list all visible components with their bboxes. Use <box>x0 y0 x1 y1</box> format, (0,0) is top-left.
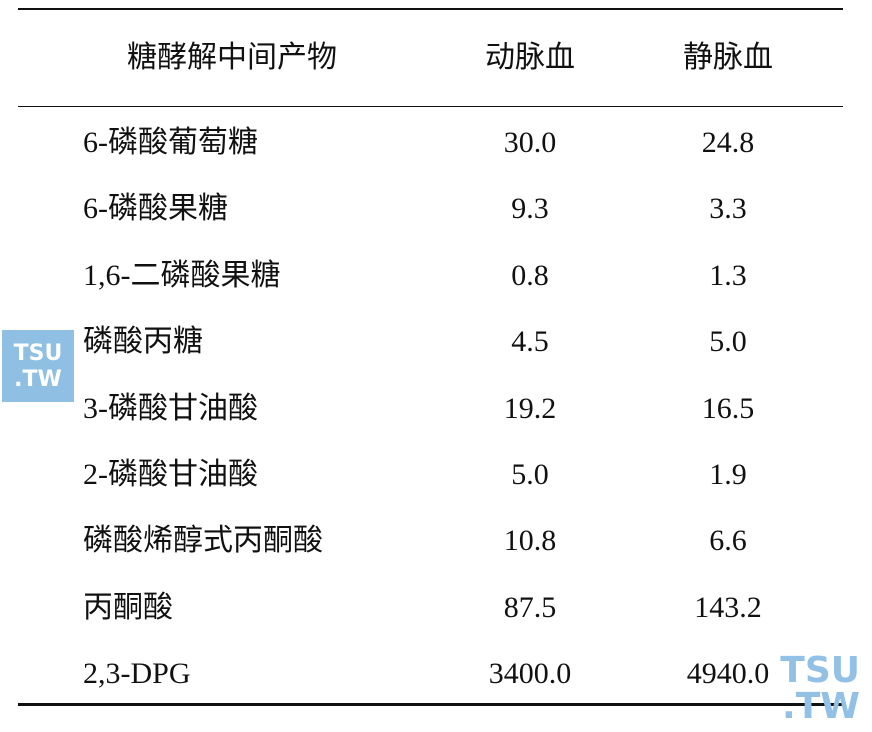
table-cell: 5.0 <box>511 458 549 491</box>
header-cell: 动脉血 <box>485 41 575 74</box>
top-rule <box>18 8 843 10</box>
table-cell: 丙酮酸 <box>83 590 173 624</box>
header-cell: 糖酵解中间产物 <box>127 41 337 74</box>
bottom-rule <box>18 703 843 706</box>
header-rule <box>18 106 843 107</box>
table-cell: 1.9 <box>709 458 747 491</box>
header-cell: 静脉血 <box>683 41 773 74</box>
table-cell: 3400.0 <box>488 657 572 691</box>
table-cell: 16.5 <box>701 391 755 425</box>
table-cell: 磷酸丙糖 <box>83 325 203 359</box>
table-cell: 24.8 <box>701 126 755 159</box>
table-cell: 6.6 <box>709 524 747 558</box>
table-cell: 0.8 <box>511 258 549 292</box>
table-cell: 2-磷酸甘油酸 <box>83 458 258 491</box>
watermark-text: TSU <box>13 341 63 366</box>
table-cell: 3.3 <box>709 192 747 226</box>
table-cell: 磷酸烯醇式丙酮酸 <box>83 524 323 558</box>
table-cell: 1.3 <box>709 258 747 292</box>
table-cell: 19.2 <box>503 391 557 425</box>
table-cell: 1,6-二磷酸果糖 <box>83 258 281 292</box>
watermark-text: .TW <box>14 367 62 392</box>
table-cell: 143.2 <box>694 590 762 624</box>
table-cell: 9.3 <box>511 192 549 226</box>
table-cell: 3-磷酸甘油酸 <box>83 391 258 425</box>
watermark: TSU .TW <box>2 330 74 402</box>
table-cell: 2,3-DPG <box>83 657 191 691</box>
watermark-text: .TW <box>782 686 860 727</box>
table-cell: 6-磷酸葡萄糖 <box>83 126 258 159</box>
table-cell: 6-磷酸果糖 <box>83 192 228 226</box>
watermark: TSU .TW <box>770 652 860 728</box>
table-cell: 4.5 <box>511 325 549 359</box>
watermark-text: TSU <box>780 650 860 691</box>
table-cell: 10.8 <box>503 524 557 558</box>
table-cell: 5.0 <box>709 325 747 359</box>
table-cell: 30.0 <box>503 126 557 159</box>
table-cell: 87.5 <box>503 590 557 624</box>
table-cell: 4940.0 <box>686 657 770 691</box>
